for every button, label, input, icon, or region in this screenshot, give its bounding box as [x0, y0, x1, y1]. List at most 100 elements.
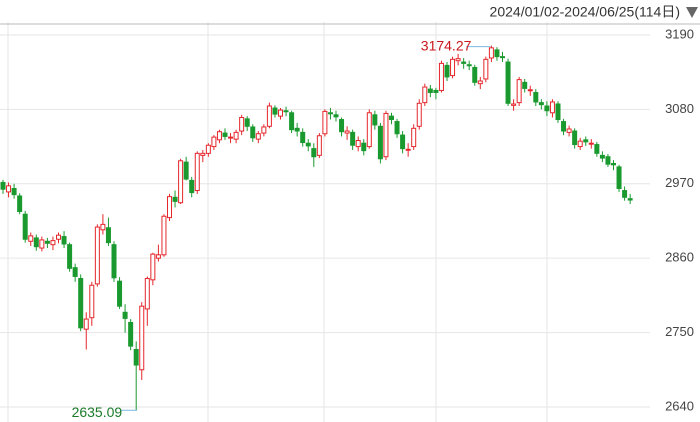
candle-body — [200, 152, 206, 156]
date-range[interactable]: 2024/01/02-2024/06/25(114日) — [490, 4, 680, 20]
candle-body — [555, 103, 561, 121]
candle-body — [255, 133, 261, 140]
candle-body — [311, 148, 317, 158]
candle-body — [494, 49, 500, 58]
candle-body — [228, 136, 234, 139]
y-tick-label: 2640 — [665, 398, 694, 413]
candle-body — [527, 89, 533, 92]
candle-body — [394, 121, 400, 135]
candle-body — [94, 226, 100, 285]
candle-body — [461, 61, 467, 64]
candle-body — [111, 244, 117, 279]
candle-body — [400, 134, 406, 150]
candle-body — [344, 130, 350, 134]
candle-body — [205, 144, 211, 154]
candle-body — [377, 125, 383, 160]
candle-body — [272, 107, 278, 115]
candle-body — [61, 236, 67, 245]
candle-body — [11, 188, 17, 196]
candle-body — [416, 102, 422, 127]
candle-body — [333, 114, 339, 118]
month-dividers — [7, 22, 548, 422]
candle-body — [339, 119, 345, 133]
candle-body — [128, 321, 134, 347]
candle-body — [56, 234, 61, 240]
candle-body — [505, 61, 511, 104]
candle-body — [266, 105, 272, 127]
candle-body — [261, 126, 267, 134]
candle-body — [350, 131, 356, 146]
candle-body — [544, 105, 550, 112]
candle-body — [233, 131, 239, 140]
candle-body — [6, 185, 12, 193]
candle-body — [583, 139, 589, 143]
candle-body — [566, 128, 572, 133]
candle-body — [122, 311, 128, 319]
candle-body — [627, 198, 633, 201]
candle-body — [133, 348, 139, 366]
candle-body — [611, 162, 616, 166]
y-tick-label: 2860 — [665, 250, 694, 265]
candle-body — [561, 121, 567, 132]
candle-body — [172, 196, 178, 202]
candle-body — [167, 196, 172, 219]
candle-body — [500, 56, 505, 59]
dropdown-arrow[interactable] — [686, 7, 698, 18]
y-tick-label: 3190 — [665, 26, 694, 41]
candle-body — [472, 66, 478, 83]
candle-body — [17, 195, 23, 213]
candle-body — [616, 166, 622, 190]
candle-body — [466, 64, 472, 67]
candle-body — [622, 190, 628, 198]
y-tick-label: 2750 — [665, 324, 694, 339]
candle-body — [189, 179, 195, 194]
candle-body — [327, 112, 333, 115]
candle-body — [22, 213, 28, 240]
candle-body — [178, 160, 184, 204]
candle-body — [488, 47, 494, 59]
min-label: 2635.09 — [72, 404, 123, 420]
candle-body — [516, 79, 522, 104]
candle-body — [105, 227, 111, 244]
candle-body — [216, 131, 222, 141]
candle-body — [383, 112, 389, 158]
candle-body — [450, 58, 456, 77]
candle-body — [538, 102, 544, 106]
candle-body — [294, 127, 300, 132]
candle-body — [389, 115, 394, 121]
candle-body — [289, 112, 295, 131]
candle-body — [605, 156, 611, 165]
candle-body — [599, 154, 605, 159]
y-tick-label: 2970 — [665, 175, 694, 190]
candle-body — [50, 240, 56, 246]
candle-body — [78, 277, 84, 329]
candle-body — [67, 244, 73, 269]
candle-body — [594, 144, 600, 154]
y-tick-label: 3080 — [665, 101, 694, 116]
candle-body — [483, 58, 489, 80]
candle-body — [0, 181, 6, 190]
candle-body — [194, 152, 200, 192]
candle-body — [72, 267, 78, 277]
candle-body — [33, 237, 39, 248]
candle-body — [411, 127, 417, 148]
candle-body — [533, 91, 539, 103]
candle-body — [422, 86, 428, 104]
candle-body — [89, 284, 95, 319]
candle-body — [455, 58, 461, 62]
candle-body — [588, 142, 594, 145]
candle-body — [572, 130, 578, 146]
candle-body — [355, 139, 361, 148]
max-label: 3174.27 — [421, 37, 472, 53]
candle-body — [427, 88, 433, 93]
candle-body — [28, 235, 34, 242]
candle-body — [438, 62, 444, 91]
candle-body — [139, 305, 145, 371]
candle-body — [211, 136, 217, 148]
candle-body — [244, 118, 250, 127]
candle-body — [161, 215, 167, 256]
candle-body — [155, 254, 161, 259]
candle-body — [100, 223, 106, 231]
candle-body — [300, 131, 306, 144]
candle-body — [250, 126, 256, 139]
